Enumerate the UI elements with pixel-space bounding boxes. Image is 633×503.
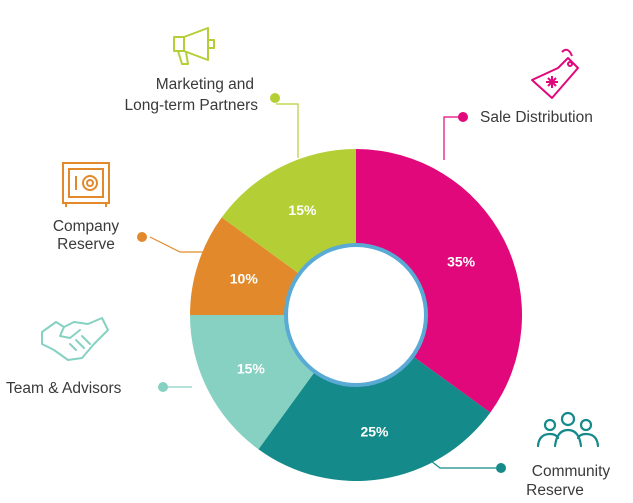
pct-label-0: 35% — [447, 253, 476, 269]
community-group-icon — [536, 411, 600, 448]
slice-sale-distribution — [356, 149, 522, 413]
label-marketing: Marketing and — [156, 76, 254, 93]
leader-line-sale — [443, 116, 462, 160]
safe-icon — [62, 162, 110, 207]
leader-line-company — [149, 236, 236, 253]
percentage-labels: 35% 25% 15% 10% 15% — [230, 202, 476, 440]
label-community-line2: Reserve — [526, 482, 584, 499]
pct-label-1: 25% — [360, 424, 389, 440]
leader-dot-sale — [458, 112, 468, 122]
leader-dot-community — [496, 463, 506, 473]
handshake-icon — [41, 317, 109, 361]
label-company-line2: Reserve — [57, 236, 115, 253]
slice-team-advisors — [190, 315, 315, 450]
slice-community-reserve — [258, 356, 491, 481]
slice-company-reserve — [190, 217, 300, 315]
slice-marketing-and-long-term-partners — [221, 149, 356, 274]
label-team-advisors: Team & Advisors — [6, 380, 122, 397]
label-sale-distribution: Sale Distribution — [480, 109, 593, 126]
leader-line-community — [416, 449, 496, 469]
pct-label-4: 15% — [288, 202, 317, 218]
label-company: Company — [53, 218, 120, 235]
price-tag-icon — [531, 48, 579, 99]
megaphone-icon — [173, 27, 215, 65]
chart-slices — [190, 149, 522, 481]
label-community: Community — [532, 463, 611, 480]
pct-label-3: 10% — [230, 271, 259, 287]
pct-label-2: 15% — [237, 361, 266, 377]
leader-dot-company — [137, 232, 147, 242]
label-marketing-line2: Long-term Partners — [124, 97, 258, 114]
leader-dot-marketing — [270, 93, 280, 103]
inner-ring — [284, 243, 428, 387]
leader-line-marketing — [276, 103, 299, 158]
leader-dot-team — [158, 382, 168, 392]
